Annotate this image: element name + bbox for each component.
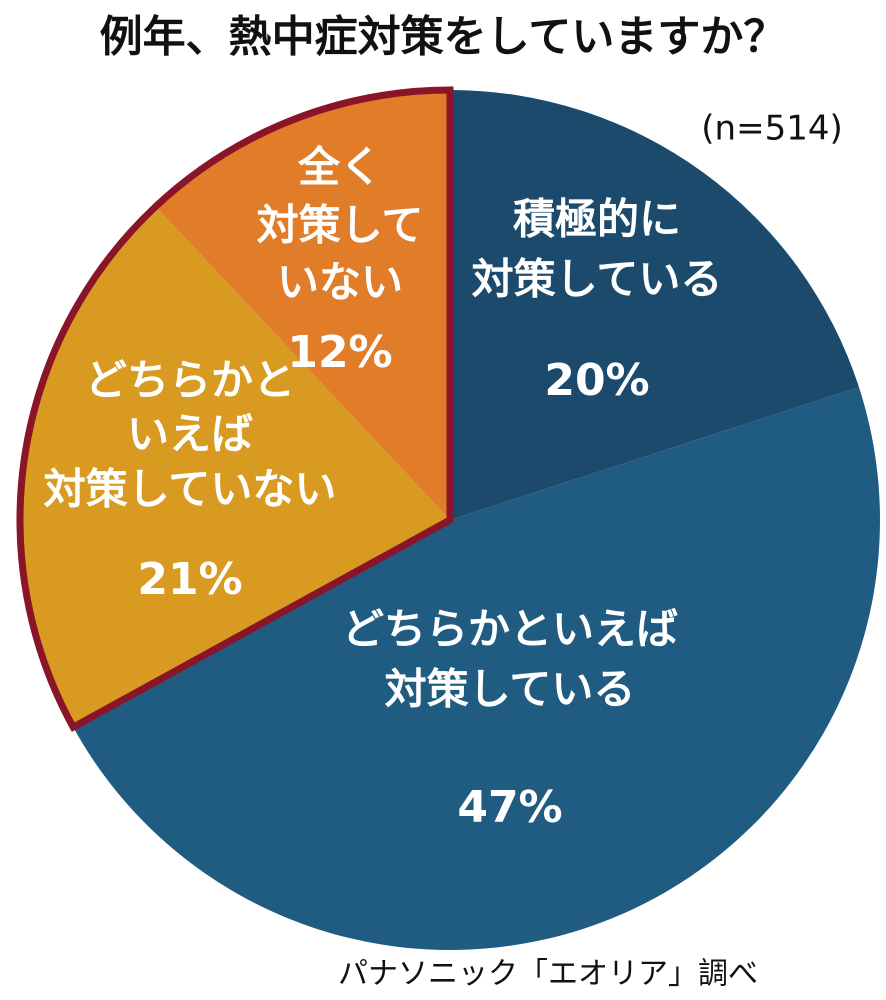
slice-label: 対策していない <box>44 465 337 514</box>
value-label: 20% <box>544 355 649 406</box>
pie-slice <box>73 387 881 951</box>
slice-label: いない <box>277 258 403 307</box>
pie-slice <box>155 90 450 520</box>
pie-slice <box>450 90 859 520</box>
slice-label: 対策している <box>472 255 723 304</box>
annotation: (n=514) <box>701 109 842 149</box>
pie-slice <box>20 206 451 728</box>
value-label: 47% <box>457 782 562 833</box>
source: パナソニック「エオリア」調べ <box>338 957 758 992</box>
slice-label: 積極的に <box>513 195 681 244</box>
slice-label: 対策して <box>257 201 424 250</box>
value-label: 12% <box>287 327 392 378</box>
slice-label: どちらかと <box>85 356 295 405</box>
slice-label: 対策している <box>385 665 636 714</box>
slice-label: 全く <box>297 143 382 192</box>
highlight-outline <box>16 86 454 732</box>
slice-label: どちらかといえば <box>342 605 678 654</box>
chart-title: 例年、熱中症対策をしていますか？ <box>100 13 787 63</box>
slice-label: いえば <box>127 410 253 459</box>
value-label: 21% <box>137 554 242 605</box>
